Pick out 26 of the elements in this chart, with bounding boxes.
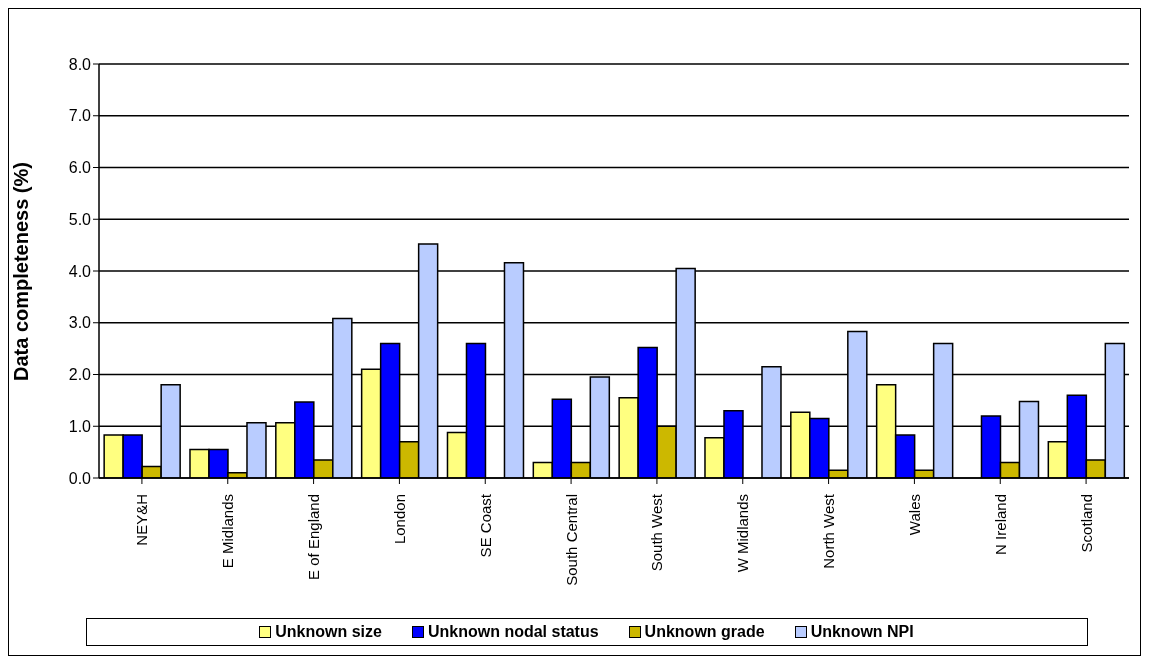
x-tick-label: South West <box>648 493 666 572</box>
y-tick-label: 6.0 <box>68 159 92 177</box>
x-tick-label: E of England <box>305 494 323 580</box>
y-tick-label: 0.0 <box>68 469 92 487</box>
x-tick-label: Scotland <box>1077 494 1095 553</box>
x-tick-label: South Central <box>562 494 580 586</box>
y-tick-label: 7.0 <box>68 107 92 125</box>
x-tick-label: North West <box>820 493 838 569</box>
y-tick-label: 1.0 <box>68 417 92 435</box>
x-tick-label: London <box>390 494 408 545</box>
y-tick-label: 3.0 <box>68 314 92 332</box>
legend-label: Unknown grade <box>643 623 765 641</box>
x-tick-label: N Ireland <box>991 494 1009 555</box>
legend-label: Unknown NPI <box>809 623 914 641</box>
y-axis-title: Data completeness (%) <box>10 162 33 381</box>
legend-label: Unknown size <box>274 623 382 641</box>
x-tick-label: W Midlands <box>734 494 752 573</box>
legend-label: Unknown nodal status <box>426 623 599 641</box>
y-tick-label: 8.0 <box>68 55 92 73</box>
x-tick-label: SE Coast <box>476 493 494 558</box>
x-tick-label: E Midlands <box>219 494 237 569</box>
y-tick-label: 4.0 <box>68 262 92 280</box>
x-tick-label: Wales <box>905 494 923 536</box>
y-tick-label: 2.0 <box>68 366 92 384</box>
x-tick-label: NEY&H <box>133 494 151 546</box>
y-tick-label: 5.0 <box>68 210 92 228</box>
